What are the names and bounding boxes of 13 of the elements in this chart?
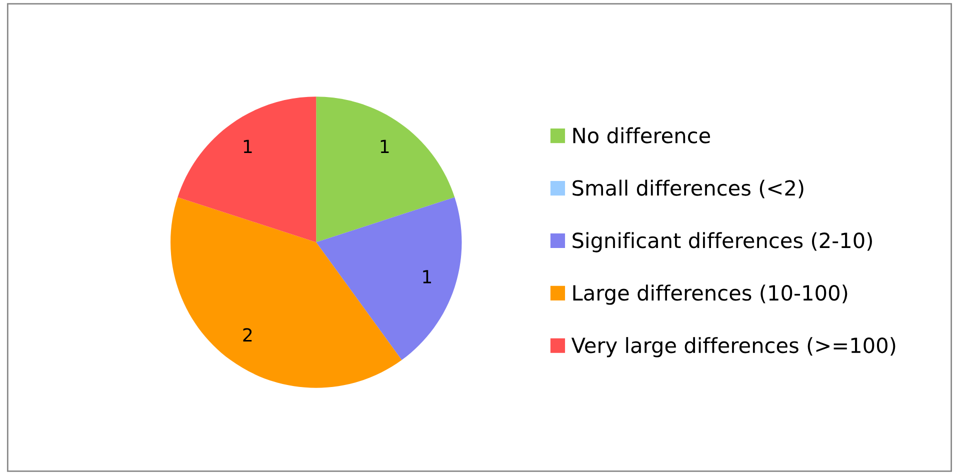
legend-label: Very large differences (>=100)	[571, 337, 896, 358]
pie-slice	[170, 197, 402, 388]
data-label: 2	[243, 328, 252, 342]
pie-slice	[178, 96, 316, 242]
legend-label: No difference	[573, 127, 710, 144]
data-label: 1	[423, 270, 432, 284]
pie-slice	[316, 96, 455, 242]
data-label: 1	[380, 140, 389, 153]
legend-label: Large differences (10-100)	[573, 284, 848, 305]
legend-label: Small differences (<2)	[572, 180, 804, 198]
pie-slice	[316, 197, 462, 360]
data-label: 1	[244, 140, 252, 153]
legend-label: Significant differences (2-10)	[572, 232, 872, 252]
